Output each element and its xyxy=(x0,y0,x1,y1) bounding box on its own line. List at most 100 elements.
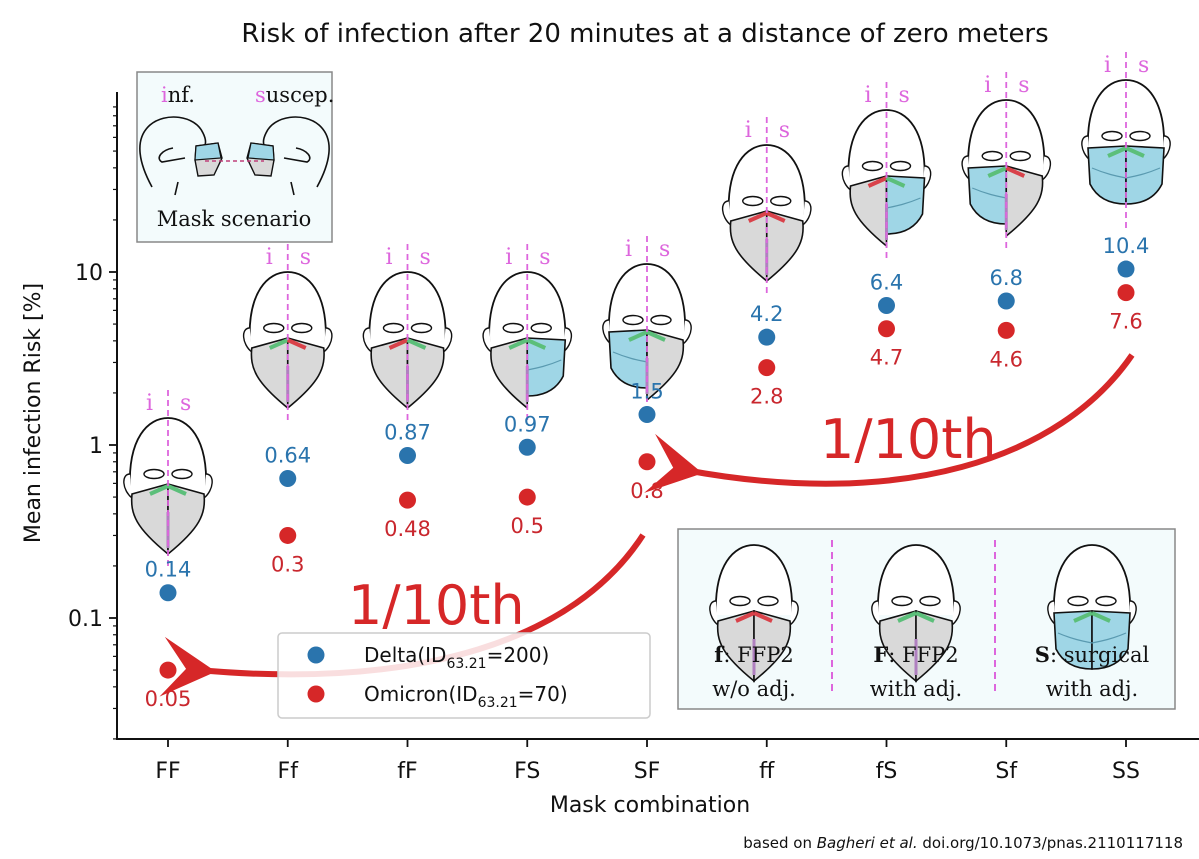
label-omicron-Sf: 4.6 xyxy=(990,347,1023,371)
point-omicron-fF xyxy=(399,491,416,509)
point-omicron-FS xyxy=(518,488,536,506)
susceptible-marker: s xyxy=(300,245,311,270)
mask-type-key: f: FFP2 w/o adj. F: FFP2 with adj. S: su… xyxy=(677,528,1176,710)
x-tick-label-FS: FS xyxy=(514,759,540,784)
key-f-line1: f: FFP2 xyxy=(714,642,793,667)
label-delta-SF: 1.5 xyxy=(630,380,663,404)
source-credit: based on Bagheri et al. doi.org/10.1073/… xyxy=(743,834,1183,852)
ffp2-without-adjustment-icon xyxy=(709,544,799,683)
susceptible-marker: s xyxy=(1138,53,1149,78)
x-tick-label-fS: fS xyxy=(876,759,898,784)
x-tick-label-SS: SS xyxy=(1112,759,1140,784)
inset-infected-label: inf. xyxy=(161,83,195,107)
susceptible-marker: s xyxy=(779,118,790,143)
point-omicron-SF xyxy=(638,453,656,471)
label-delta-Ff: 0.64 xyxy=(264,444,311,468)
surgical-mask-icon xyxy=(1047,544,1137,670)
mask-scenario-inset: inf. suscep. Mask scenario xyxy=(136,71,334,243)
x-ticks: FF Ff fF FS SF ff fS Sf SS xyxy=(155,739,1140,784)
point-delta-FS xyxy=(518,438,536,456)
point-omicron-Sf xyxy=(997,321,1015,339)
point-delta-FF xyxy=(159,584,177,602)
legend-marker-omicron xyxy=(307,685,325,703)
x-tick-label-fF: fF xyxy=(397,759,417,784)
label-delta-Sf: 6.8 xyxy=(990,266,1023,290)
y-tick-label: 1 xyxy=(89,434,103,459)
point-omicron-FF xyxy=(159,661,177,679)
inset-susceptible-label: suscep. xyxy=(255,83,334,107)
y-ticks: 0.1 1 10 xyxy=(68,106,117,740)
legend: Delta(ID63.21=200) Omicron(ID63.21=70) xyxy=(277,632,651,719)
key-S-line2: with adj. xyxy=(1046,677,1138,701)
inset-caption: Mask scenario xyxy=(157,207,312,231)
point-delta-fF xyxy=(399,446,416,464)
y-tick-label: 10 xyxy=(75,261,103,286)
label-omicron-SF: 0.8 xyxy=(630,479,663,503)
tenfold-annotation-left: 1/10th xyxy=(348,574,525,637)
point-delta-SS xyxy=(1117,260,1135,278)
x-tick-label-SF: SF xyxy=(634,759,661,784)
x-axis-label: Mask combination xyxy=(550,793,750,818)
label-delta-SS: 10.4 xyxy=(1103,234,1150,258)
legend-marker-delta xyxy=(307,646,325,664)
y-tick-label: 0.1 xyxy=(68,607,103,632)
x-tick-label-FF: FF xyxy=(155,759,180,784)
susceptible-marker: s xyxy=(899,83,910,108)
label-omicron-FF: 0.05 xyxy=(145,687,192,711)
infected-marker: i xyxy=(386,245,393,270)
label-omicron-ff: 2.8 xyxy=(750,385,783,409)
label-omicron-FS: 0.5 xyxy=(511,514,544,538)
label-omicron-fS: 4.7 xyxy=(870,346,903,370)
infected-marker: i xyxy=(625,237,632,262)
susceptible-head-profile-icon xyxy=(246,116,330,196)
point-delta-fS xyxy=(878,297,895,315)
label-omicron-SS: 7.6 xyxy=(1109,310,1142,334)
infected-marker: i xyxy=(865,83,872,108)
y-axis-label: Mean infection Risk [%] xyxy=(21,283,46,543)
key-S-line1: S: surgical xyxy=(1035,642,1150,667)
tenfold-annotation-right: 1/10th xyxy=(820,408,997,471)
label-omicron-Ff: 0.3 xyxy=(271,552,304,576)
point-delta-Ff xyxy=(279,470,297,488)
susceptible-marker: s xyxy=(420,245,431,270)
legend-box xyxy=(277,632,651,719)
point-delta-ff xyxy=(758,328,776,346)
x-tick-label-Ff: Ff xyxy=(278,759,300,784)
infected-marker: i xyxy=(266,245,273,270)
susceptible-marker: s xyxy=(180,391,191,416)
susceptible-marker: s xyxy=(1018,73,1029,98)
point-omicron-Ff xyxy=(279,526,297,544)
key-F-line1: F: FFP2 xyxy=(873,642,958,667)
label-omicron-fF: 0.48 xyxy=(384,517,431,541)
label-delta-fF: 0.87 xyxy=(384,420,431,444)
infected-marker: i xyxy=(505,245,512,270)
point-delta-Sf xyxy=(997,292,1015,310)
chart-title: Risk of infection after 20 minutes at a … xyxy=(241,19,1048,49)
point-delta-SF xyxy=(638,406,656,424)
legend-label-omicron: Omicron(ID63.21=70) xyxy=(364,682,568,711)
susceptible-marker: s xyxy=(539,245,550,270)
infected-marker: i xyxy=(984,73,991,98)
infected-head-profile-icon xyxy=(139,116,223,196)
data-labels: 0.14 0.05 0.64 0.3 0.87 0.48 0.97 0.5 1.5 0.8 4.2 2… xyxy=(145,234,1150,711)
legend-label-delta: Delta(ID63.21=200) xyxy=(364,643,549,672)
x-tick-label-Sf: Sf xyxy=(995,759,1018,784)
point-omicron-fS xyxy=(878,320,895,338)
key-F-line2: with adj. xyxy=(870,677,962,701)
point-omicron-SS xyxy=(1117,284,1135,302)
label-delta-fS: 6.4 xyxy=(870,271,903,295)
susceptible-marker: s xyxy=(659,237,670,262)
ffp2-with-adjustment-icon xyxy=(871,544,961,683)
infected-marker: i xyxy=(745,118,752,143)
mask-combination-icons: i si s i s i s i si si s i si s xyxy=(123,52,1171,566)
x-tick-label-ff: ff xyxy=(759,759,775,784)
